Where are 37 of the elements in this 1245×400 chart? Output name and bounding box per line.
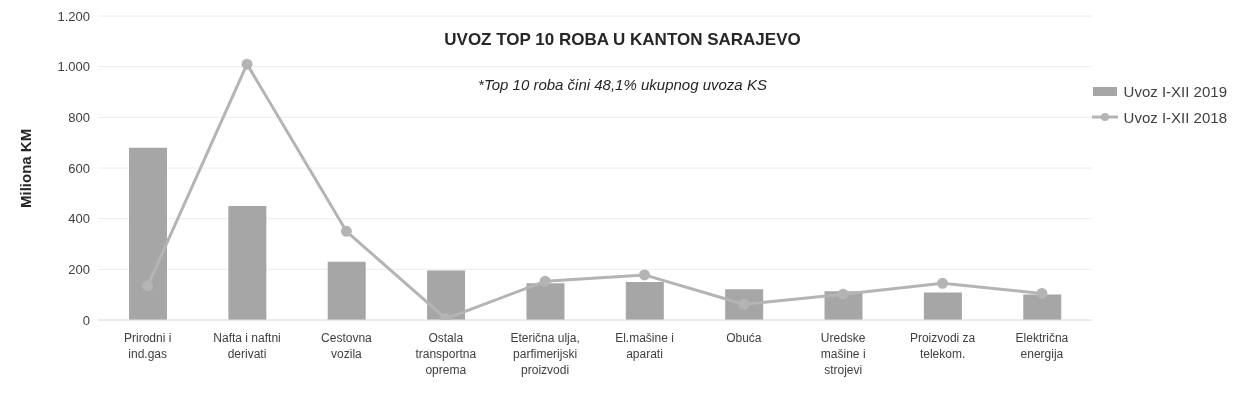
point <box>837 288 849 300</box>
legend-label: Uvoz I-XII 2018 <box>1123 108 1227 126</box>
y-tick-label: 400 <box>68 211 90 227</box>
y-tick-label: 600 <box>68 160 90 176</box>
point <box>937 277 949 289</box>
y-tick-label: 200 <box>68 261 90 277</box>
y-tick-label: 1.200 <box>57 8 90 24</box>
bar <box>129 147 167 320</box>
bar <box>625 282 664 320</box>
point <box>241 58 253 70</box>
y-tick-label: 0 <box>82 312 90 328</box>
x-tick-label: El.mašine i aparati <box>615 331 674 361</box>
y-tick-label: 800 <box>68 109 90 125</box>
x-tick-label: Uredske mašine i strojevi <box>820 331 866 377</box>
x-tick-label: Električna energija <box>1015 331 1069 361</box>
x-tick-label: Proizvodi za telekom. <box>909 331 976 361</box>
x-tick-label: Ostala transportna oprema <box>415 331 477 377</box>
x-tick-label: Cestovna vozila <box>321 331 373 361</box>
bar <box>923 292 962 320</box>
point <box>340 225 352 237</box>
bar <box>526 283 565 320</box>
point <box>638 269 650 281</box>
bar <box>327 261 366 320</box>
x-tick-label: Prirodni i ind.gas <box>124 331 172 361</box>
x-tick-label: Eterična ulja, parfimerijski proizvodi <box>510 331 580 377</box>
y-tick-label: 1.000 <box>57 59 90 75</box>
annotation: *Top 10 roba čini 48,1% ukupnog uvoza KS <box>478 76 767 93</box>
point <box>1036 287 1048 299</box>
x-tick-label: Nafta i naftni derivati <box>213 331 281 361</box>
y-axis-title: Miliona KM <box>17 128 35 208</box>
bar <box>427 270 466 320</box>
x-tick-label: Obuća <box>726 331 762 345</box>
text: UVOZ TOP 10 ROBA U KANTON SARAJEVO <box>443 30 802 50</box>
bar <box>1023 294 1062 320</box>
bar <box>228 206 267 320</box>
point <box>539 275 551 287</box>
legend-label: Uvoz I-XII 2019 <box>1123 82 1227 100</box>
